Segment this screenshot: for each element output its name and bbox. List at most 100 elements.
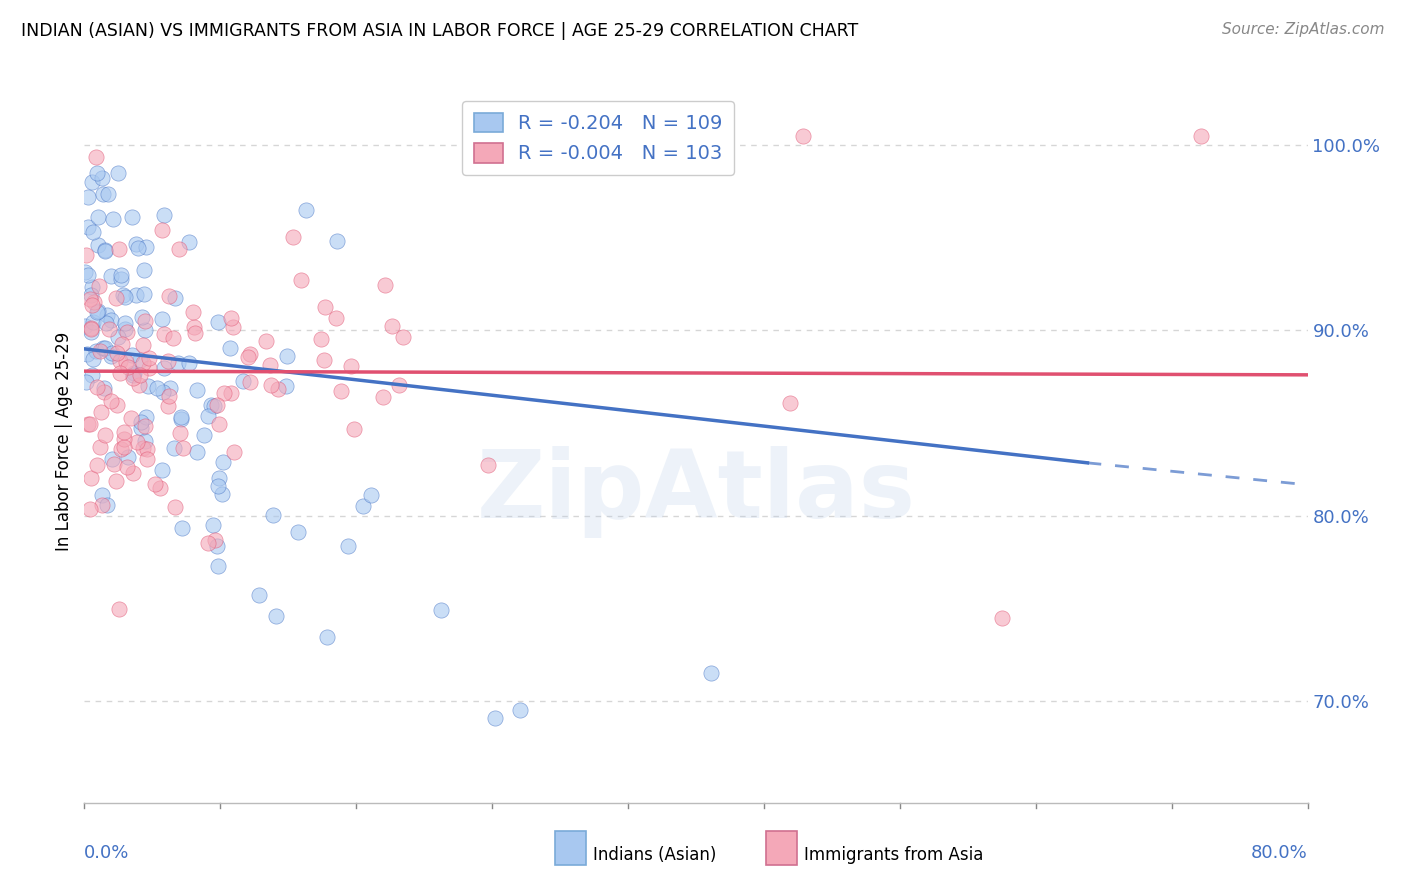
Point bbox=[104, 291, 127, 305]
Point bbox=[91, 498, 114, 512]
Point bbox=[108, 354, 131, 368]
Point bbox=[121, 348, 143, 362]
Point bbox=[224, 444, 246, 458]
Point bbox=[105, 398, 128, 412]
Point bbox=[314, 352, 336, 367]
Point bbox=[135, 410, 157, 425]
Point bbox=[80, 298, 103, 312]
Point bbox=[477, 458, 499, 473]
Point bbox=[115, 459, 138, 474]
Point bbox=[340, 359, 363, 373]
Point bbox=[239, 347, 262, 361]
Point bbox=[132, 356, 155, 370]
Point bbox=[260, 378, 283, 392]
Point bbox=[100, 346, 122, 360]
Point bbox=[86, 166, 108, 180]
Point bbox=[127, 241, 149, 255]
Point bbox=[219, 341, 242, 355]
Point bbox=[75, 375, 97, 389]
Point bbox=[86, 210, 108, 224]
Point bbox=[105, 346, 128, 360]
Point bbox=[371, 390, 394, 404]
Point bbox=[162, 331, 184, 345]
Point bbox=[96, 498, 118, 512]
Point bbox=[267, 382, 290, 396]
Point bbox=[93, 381, 115, 395]
Text: INDIAN (ASIAN) VS IMMIGRANTS FROM ASIA IN LABOR FORCE | AGE 25-29 CORRELATION CH: INDIAN (ASIAN) VS IMMIGRANTS FROM ASIA I… bbox=[21, 22, 858, 40]
Point bbox=[380, 319, 402, 334]
Point bbox=[79, 321, 101, 335]
Point bbox=[153, 208, 176, 222]
Point bbox=[177, 356, 200, 370]
Point bbox=[93, 385, 115, 400]
Point bbox=[207, 315, 229, 329]
Point bbox=[84, 344, 107, 359]
Legend: R = -0.204   N = 109, R = -0.004   N = 103: R = -0.204 N = 109, R = -0.004 N = 103 bbox=[463, 101, 734, 175]
Point bbox=[87, 237, 110, 252]
Point bbox=[134, 418, 156, 433]
Point bbox=[128, 378, 150, 392]
Point bbox=[287, 525, 309, 540]
Point bbox=[132, 263, 155, 277]
Point bbox=[146, 381, 169, 395]
Point bbox=[82, 315, 104, 329]
Point bbox=[183, 320, 205, 334]
Point bbox=[219, 310, 242, 325]
Point bbox=[197, 409, 219, 424]
Point bbox=[80, 175, 103, 189]
Point bbox=[165, 500, 187, 515]
Point bbox=[125, 288, 148, 302]
Point bbox=[392, 329, 415, 343]
Point bbox=[125, 434, 148, 449]
Point bbox=[77, 417, 100, 431]
Point bbox=[205, 398, 228, 412]
Point bbox=[207, 479, 229, 493]
Point bbox=[484, 710, 506, 724]
Point bbox=[100, 268, 122, 283]
Point bbox=[86, 379, 108, 393]
Point bbox=[94, 243, 117, 257]
Point bbox=[82, 226, 104, 240]
Point bbox=[264, 609, 287, 624]
Point bbox=[132, 338, 155, 352]
Point bbox=[97, 322, 120, 336]
Point bbox=[779, 396, 801, 410]
Point bbox=[352, 499, 374, 513]
Point bbox=[121, 211, 143, 225]
Point bbox=[136, 379, 159, 393]
Point bbox=[236, 351, 259, 365]
Point bbox=[94, 341, 117, 355]
Point bbox=[86, 304, 108, 318]
Point bbox=[170, 521, 193, 535]
Point bbox=[82, 368, 104, 382]
Point bbox=[79, 325, 101, 339]
Point bbox=[208, 417, 231, 431]
Point bbox=[115, 325, 138, 339]
Point bbox=[134, 434, 156, 448]
Point bbox=[112, 440, 135, 454]
Point bbox=[111, 337, 134, 351]
Point bbox=[201, 518, 224, 533]
Point bbox=[159, 381, 181, 395]
Point bbox=[94, 316, 117, 330]
Point bbox=[388, 377, 411, 392]
Point bbox=[114, 425, 136, 439]
Point bbox=[122, 467, 145, 481]
Point bbox=[374, 278, 396, 293]
Point bbox=[79, 293, 101, 307]
Point bbox=[254, 334, 277, 348]
Point bbox=[200, 398, 222, 412]
Point bbox=[135, 240, 157, 254]
Point bbox=[129, 415, 152, 429]
Point bbox=[136, 452, 159, 467]
Point bbox=[90, 171, 112, 186]
Point bbox=[82, 351, 104, 366]
Point bbox=[112, 432, 135, 446]
Point bbox=[156, 353, 179, 368]
Point bbox=[76, 347, 98, 361]
Point bbox=[259, 358, 281, 372]
Point bbox=[157, 289, 180, 303]
Point bbox=[156, 399, 179, 413]
Point bbox=[136, 442, 159, 456]
Point bbox=[79, 417, 101, 431]
